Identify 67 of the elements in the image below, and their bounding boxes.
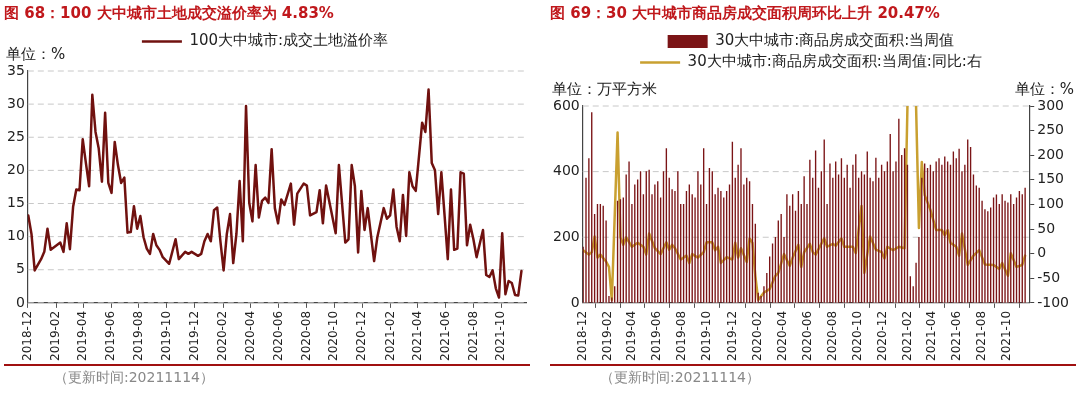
x-tick-label: 2021-04: [924, 310, 939, 361]
y-axis-title: 单位：万平方米: [552, 80, 657, 98]
x-tick-label: 2021-02: [899, 310, 914, 361]
x-tick-label: 2019-08: [131, 310, 146, 361]
x-tick-label: 2019-12: [186, 310, 201, 361]
text: （更新时间:20211114）: [4, 364, 530, 387]
y2-tick-label: -100: [1037, 293, 1070, 310]
x-tick-label: 2019-10: [159, 310, 174, 361]
y-tick-label: 30: [6, 94, 25, 111]
y2-tick-label: 150: [1037, 170, 1064, 187]
x-tick-label: 2020-02: [749, 310, 764, 361]
x-tick-label: 2020-06: [270, 310, 285, 361]
y-tick-label: 400: [552, 162, 580, 179]
y-tick-label: 600: [552, 96, 580, 113]
x-tick-label: 2020-12: [354, 310, 369, 361]
y2-axis-title: 单位：%: [1014, 80, 1074, 98]
y-tick-label: 10: [6, 227, 25, 244]
y-tick-label: 15: [6, 194, 25, 211]
x-tick-label: 2018-12: [19, 310, 34, 361]
y2-tick-label: 0: [1037, 244, 1047, 261]
x-tick-label: 2020-04: [774, 310, 789, 361]
x-tick-label: 2021-08: [465, 310, 480, 361]
y-tick-label: 0: [15, 293, 25, 310]
y2-tick-label: 250: [1037, 121, 1064, 138]
x-tick-label: 2019-02: [600, 310, 615, 361]
legend-label: 30大中城市:商品房成交面积:当周值: [715, 31, 955, 50]
y2-tick-label: 300: [1037, 96, 1064, 113]
x-tick-label: 2021-08: [974, 310, 989, 361]
x-tick-label: 2019-04: [75, 310, 90, 361]
x-tick-label: 2019-12: [724, 310, 739, 361]
x-tick-label: 2021-06: [437, 310, 452, 361]
chart-title: 图 68：100 大中城市土地成交溢价率为 4.83%: [3, 3, 335, 24]
x-tick-label: 2019-06: [103, 310, 118, 361]
x-tick-label: 2021-10: [999, 310, 1014, 361]
legend-label: 30大中城市:商品房成交面积:当周值:同比:右: [687, 52, 982, 71]
y-axis-title: 单位：%: [6, 45, 66, 63]
x-tick-label: 2021-06: [949, 310, 964, 361]
x-tick-label: 2020-06: [799, 310, 814, 361]
x-tick-label: 2020-10: [849, 310, 864, 361]
x-tick-label: 2019-10: [699, 310, 714, 361]
x-tick-label: 2020-08: [298, 310, 313, 361]
x-tick-label: 2019-08: [674, 310, 689, 361]
y-tick-label: 200: [552, 227, 580, 244]
x-tick-label: 2020-02: [215, 310, 230, 361]
y2-tick-label: 200: [1037, 145, 1064, 162]
y-tick-label: 0: [570, 293, 580, 310]
x-tick-label: 2019-02: [48, 310, 63, 361]
x-tick-label: 2020-12: [874, 310, 889, 361]
y2-tick-label: -50: [1037, 268, 1061, 285]
legend-label: 100大中城市:成交土地溢价率: [189, 31, 389, 50]
y-tick-label: 35: [6, 61, 25, 78]
x-tick-label: 2021-02: [382, 310, 397, 361]
x-tick-label: 2020-04: [242, 310, 257, 361]
y-tick-label: 25: [6, 127, 25, 144]
x-tick-label: 2021-10: [493, 310, 508, 361]
x-tick-label: 2020-08: [824, 310, 839, 361]
x-tick-label: 2019-06: [649, 310, 664, 361]
text: （更新时间:20211114）: [550, 364, 1076, 387]
x-tick-label: 2020-10: [326, 310, 341, 361]
chart-title: 图 69：30 大中城市商品房成交面积周环比上升 20.47%: [549, 3, 941, 24]
x-tick-label: 2018-12: [574, 310, 589, 361]
y2-tick-label: 50: [1037, 219, 1056, 236]
y-tick-label: 5: [15, 260, 25, 277]
x-tick-label: 2019-04: [624, 310, 639, 361]
y2-tick-label: 100: [1037, 195, 1064, 212]
y-tick-label: 20: [6, 161, 25, 178]
x-tick-label: 2021-04: [409, 310, 424, 361]
